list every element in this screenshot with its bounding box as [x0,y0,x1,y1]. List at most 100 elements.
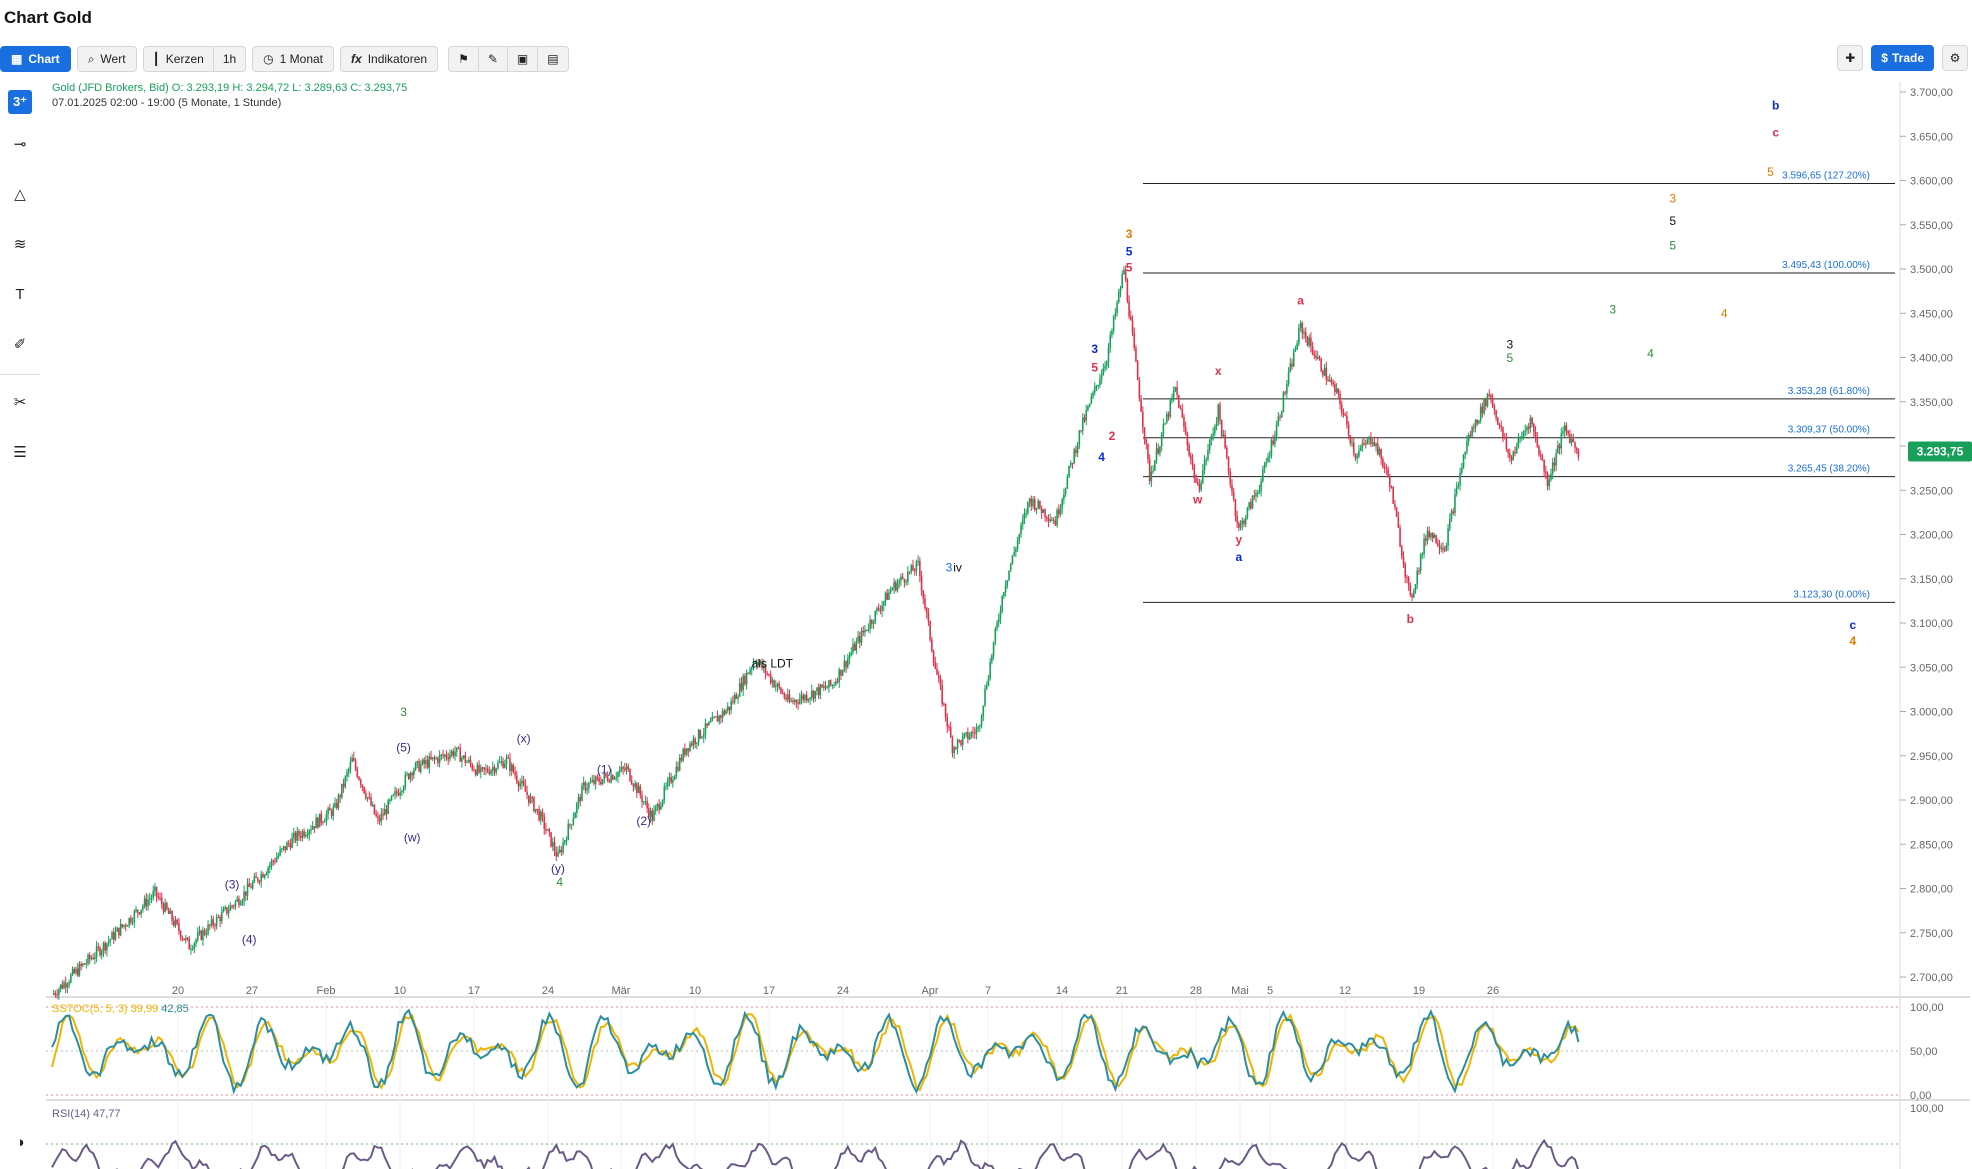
candle-body [817,687,820,696]
candle-body [1546,473,1549,487]
candle-body [330,810,333,816]
candle-body [413,770,415,776]
x-tick-label: 12 [1339,985,1351,997]
contrast-icon[interactable]: ◑ [15,1133,25,1151]
candle-body [354,760,357,769]
candle-body [179,931,182,938]
candle-body [1481,406,1484,414]
candle-body [706,723,708,726]
candle-body [802,695,805,700]
candle-body [548,829,551,833]
candle-body [1033,499,1036,510]
draw-icon[interactable]: ✎ [479,47,508,71]
candle-body [795,700,798,703]
candle-body [1167,414,1170,417]
candle-body [577,797,580,804]
triangle-icon[interactable]: △ [14,186,26,203]
range-button[interactable]: ◷ 1 Monat [252,46,335,72]
candle-body [1529,417,1532,429]
indikatoren-button[interactable]: fx Indikatoren [340,46,439,72]
fib-tool-icon[interactable]: ≋ [13,236,27,253]
candle-body [545,828,547,831]
candle-body [303,831,305,837]
chart-tab-button[interactable]: ▦ Chart [0,46,71,72]
candle-body [859,636,861,643]
candle-body [793,700,796,702]
candle-body [617,772,619,778]
candle-body [1395,507,1398,517]
candle-body [1469,435,1472,437]
kerzen-button[interactable]: ┃ Kerzen [144,47,214,71]
candle-body [1435,534,1437,544]
list-icon[interactable]: ☰ [13,444,27,461]
candle-body [1366,439,1369,445]
candle-body [944,703,947,718]
line-tool-icon[interactable]: ⊸ [13,136,27,153]
candle-body [1486,394,1489,407]
candle-body [1105,362,1108,366]
candle-body [1344,414,1346,416]
candle-body [965,732,967,734]
candle-body [1207,450,1209,460]
candle-body [1416,570,1419,584]
candle-body [948,726,950,728]
fib-label: 3.309,37 (50.00%) [1788,425,1870,436]
wave-label: 5 [1669,239,1676,253]
candle-body [281,848,283,850]
x-tick-label: 19 [1413,985,1425,997]
settings-icon[interactable]: ⚙ [1942,45,1968,71]
candle-body [869,620,871,629]
candle-body [1339,393,1341,405]
candle-body [222,909,225,913]
candle-body [522,780,525,786]
chart-icon: ▦ [11,52,23,66]
candle-body [759,661,762,663]
candle-body [1025,513,1027,515]
candle-body [694,738,696,744]
crosshair-icon[interactable]: ✚ [1837,45,1864,71]
candle-body [1522,431,1525,437]
tools-icon[interactable]: ✂ [13,394,27,411]
candle-body [1402,556,1405,565]
candle-body [83,963,86,965]
candle-body [1404,564,1407,577]
candle-body [816,687,818,691]
candle-body [1198,484,1201,490]
candle-body [1498,424,1501,426]
layout-icon[interactable]: ▤ [547,52,559,66]
text-tool-icon[interactable]: T [15,285,25,303]
candle-body [251,882,254,889]
candle-body [749,669,751,674]
wave-label: 5 [1126,261,1133,275]
candle-body [762,665,765,669]
candle-body [512,764,515,773]
candle-body [495,768,498,773]
candle-body [778,683,780,688]
trade-button[interactable]: $ Trade [1871,45,1934,71]
candle-body [1160,434,1163,447]
candle-body [843,660,846,671]
candle-body [1232,491,1235,500]
candle-body [596,776,599,778]
interval-button[interactable]: 1h [222,52,237,66]
candle-body [641,795,643,803]
wert-button[interactable]: ⌕ Wert [76,46,137,72]
candle-body [445,754,448,758]
candle-body [1030,498,1033,507]
wave-count-icon[interactable]: 3⁺ [8,90,32,114]
candle-body [781,692,784,694]
pen-icon[interactable]: ✐ [13,336,27,353]
candle-body [1262,469,1264,482]
candle-body [425,760,427,764]
candle-body [1260,481,1262,491]
x-tick-label: 7 [985,985,991,997]
candle-body [1445,545,1448,551]
candle-body [1126,279,1129,302]
calendar-icon[interactable]: ▣ [508,47,539,71]
candle-body [929,621,931,640]
dollar-icon: $ [1881,51,1888,65]
candle-body [912,565,914,571]
bookmark-icon[interactable]: ⚑ [449,47,479,71]
candle-body [1054,520,1057,526]
